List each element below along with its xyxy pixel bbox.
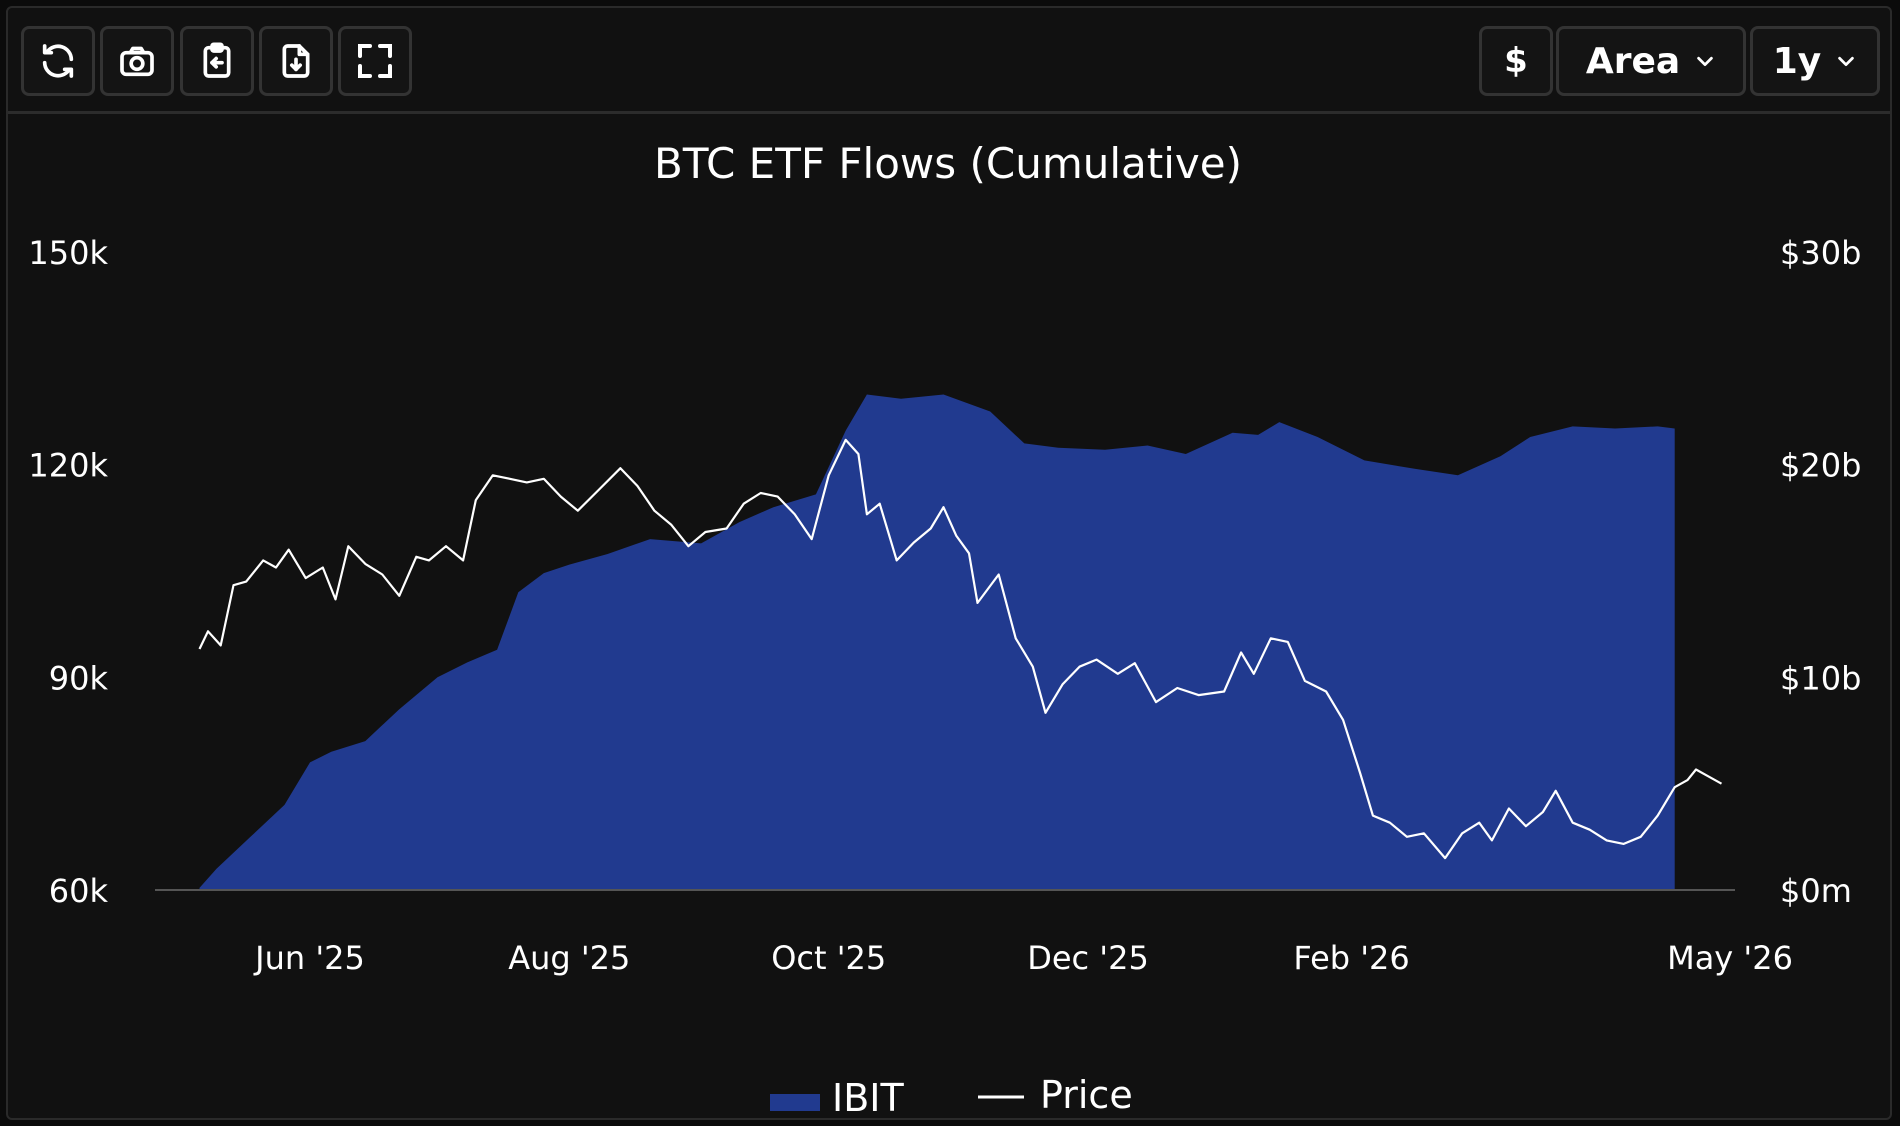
chevron-down-icon — [1838, 56, 1855, 67]
range-dropdown[interactable]: 1y — [1750, 26, 1880, 96]
fullscreen-button[interactable] — [338, 26, 412, 96]
legend-item-ibit[interactable]: IBIT — [770, 1076, 904, 1120]
chart-title: BTC ETF Flows (Cumulative) — [654, 139, 1242, 188]
download-icon — [282, 44, 310, 78]
legend: IBIT Price — [770, 1073, 1133, 1120]
chevron-down-icon — [1697, 56, 1713, 67]
x-axis-tick-label: Jun '25 — [253, 939, 365, 977]
chart-type-label: Area — [1585, 40, 1681, 82]
camera-icon — [120, 46, 154, 77]
copy-button[interactable] — [180, 26, 254, 96]
left-axis-tick-label: 120k — [28, 447, 108, 485]
right-axis-tick-label: $30b — [1780, 234, 1861, 272]
right-axis-tick-label: $20b — [1780, 447, 1861, 485]
right-axis-tick-label: $0m — [1780, 872, 1852, 910]
refresh-icon — [42, 44, 74, 78]
legend-label-ibit: IBIT — [832, 1076, 904, 1120]
currency-button[interactable]: $ — [1479, 26, 1553, 96]
left-axis-tick-label: 150k — [28, 234, 108, 272]
refresh-button[interactable] — [21, 26, 95, 96]
currency-label: $ — [1504, 41, 1528, 81]
series-ibit-area — [199, 394, 1675, 890]
x-axis-tick-label: Dec '25 — [1027, 939, 1149, 977]
x-axis-tick-label: May '26 — [1667, 939, 1793, 977]
chart-type-dropdown[interactable]: Area — [1556, 26, 1746, 96]
series-price-line — [198, 438, 1723, 860]
left-axis-tick-label: 90k — [49, 659, 109, 697]
legend-swatch-ibit — [770, 1094, 820, 1111]
fullscreen-icon — [358, 44, 392, 78]
screenshot-button[interactable] — [100, 26, 174, 96]
x-axis-tick-label: Feb '26 — [1293, 939, 1409, 977]
x-axis-tick-label: Oct '25 — [771, 939, 886, 977]
download-button[interactable] — [259, 26, 333, 96]
x-axis-tick-label: Aug '25 — [508, 939, 630, 977]
chart-toolbar: $ Area 1y — [8, 8, 1890, 114]
left-axis-tick-label: 60k — [49, 872, 109, 910]
legend-item-price[interactable]: Price — [978, 1073, 1133, 1117]
legend-label-price: Price — [1040, 1073, 1133, 1117]
right-axis-tick-label: $10b — [1780, 659, 1861, 697]
clipboard-icon — [203, 42, 231, 78]
range-label: 1y — [1772, 40, 1822, 82]
